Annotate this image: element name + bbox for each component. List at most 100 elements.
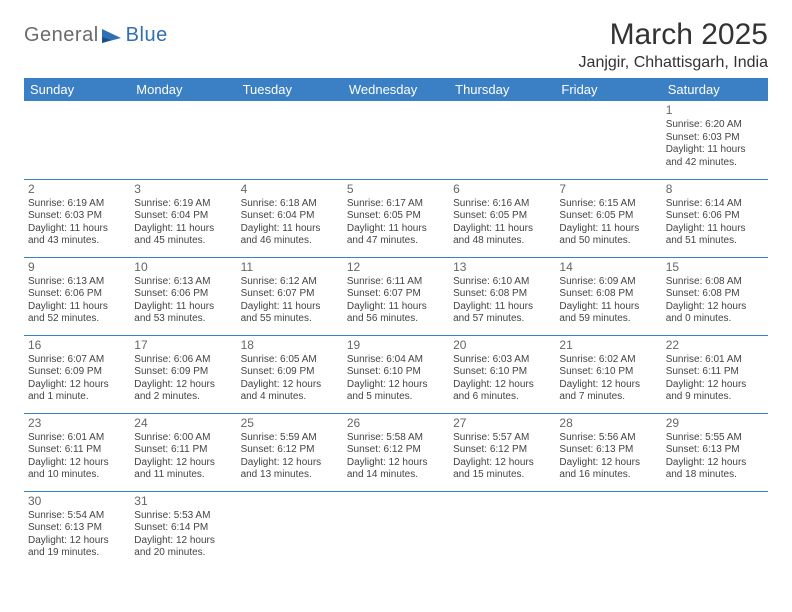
sunrise-text: Sunrise: 6:19 AM <box>134 198 232 211</box>
calendar-cell: 28Sunrise: 5:56 AMSunset: 6:13 PMDayligh… <box>555 413 661 491</box>
sunrise-text: Sunrise: 6:16 AM <box>453 198 551 211</box>
day-number: 17 <box>134 338 232 353</box>
calendar-cell: 24Sunrise: 6:00 AMSunset: 6:11 PMDayligh… <box>130 413 236 491</box>
sunset-text: Sunset: 6:04 PM <box>241 210 339 223</box>
calendar-cell: 5Sunrise: 6:17 AMSunset: 6:05 PMDaylight… <box>343 179 449 257</box>
sunset-text: Sunset: 6:09 PM <box>28 366 126 379</box>
sunrise-text: Sunrise: 6:04 AM <box>347 354 445 367</box>
calendar-cell: 10Sunrise: 6:13 AMSunset: 6:06 PMDayligh… <box>130 257 236 335</box>
day-number: 25 <box>241 416 339 431</box>
calendar-table: SundayMondayTuesdayWednesdayThursdayFrid… <box>24 78 768 569</box>
daylight-text: Daylight: 12 hours and 4 minutes. <box>241 379 339 404</box>
sunset-text: Sunset: 6:12 PM <box>241 444 339 457</box>
location: Janjgir, Chhattisgarh, India <box>579 54 768 72</box>
daylight-text: Daylight: 12 hours and 10 minutes. <box>28 457 126 482</box>
day-number: 13 <box>453 260 551 275</box>
sunrise-text: Sunrise: 6:17 AM <box>347 198 445 211</box>
daylight-text: Daylight: 11 hours and 50 minutes. <box>559 223 657 248</box>
daylight-text: Daylight: 11 hours and 48 minutes. <box>453 223 551 248</box>
day-number: 15 <box>666 260 764 275</box>
sunset-text: Sunset: 6:11 PM <box>134 444 232 457</box>
calendar-cell: 30Sunrise: 5:54 AMSunset: 6:13 PMDayligh… <box>24 491 130 569</box>
day-number: 29 <box>666 416 764 431</box>
sunset-text: Sunset: 6:06 PM <box>666 210 764 223</box>
day-header: Tuesday <box>237 78 343 101</box>
sunrise-text: Sunrise: 6:03 AM <box>453 354 551 367</box>
calendar-cell: 26Sunrise: 5:58 AMSunset: 6:12 PMDayligh… <box>343 413 449 491</box>
sunrise-text: Sunrise: 5:55 AM <box>666 432 764 445</box>
calendar-cell <box>237 491 343 569</box>
sunrise-text: Sunrise: 5:58 AM <box>347 432 445 445</box>
day-number: 22 <box>666 338 764 353</box>
title-block: March 2025 Janjgir, Chhattisgarh, India <box>579 18 768 72</box>
day-number: 27 <box>453 416 551 431</box>
calendar-cell: 4Sunrise: 6:18 AMSunset: 6:04 PMDaylight… <box>237 179 343 257</box>
calendar-cell: 23Sunrise: 6:01 AMSunset: 6:11 PMDayligh… <box>24 413 130 491</box>
daylight-text: Daylight: 11 hours and 57 minutes. <box>453 301 551 326</box>
logo-text-b: Blue <box>126 24 168 47</box>
calendar-cell <box>343 101 449 179</box>
day-number: 26 <box>347 416 445 431</box>
calendar-cell: 13Sunrise: 6:10 AMSunset: 6:08 PMDayligh… <box>449 257 555 335</box>
daylight-text: Daylight: 11 hours and 46 minutes. <box>241 223 339 248</box>
calendar-body: 1Sunrise: 6:20 AMSunset: 6:03 PMDaylight… <box>24 101 768 569</box>
day-header: Monday <box>130 78 236 101</box>
sunrise-text: Sunrise: 5:56 AM <box>559 432 657 445</box>
sunrise-text: Sunrise: 5:59 AM <box>241 432 339 445</box>
daylight-text: Daylight: 12 hours and 5 minutes. <box>347 379 445 404</box>
sunrise-text: Sunrise: 6:11 AM <box>347 276 445 289</box>
calendar-cell: 16Sunrise: 6:07 AMSunset: 6:09 PMDayligh… <box>24 335 130 413</box>
calendar-cell <box>449 491 555 569</box>
day-number: 8 <box>666 182 764 197</box>
sunrise-text: Sunrise: 6:08 AM <box>666 276 764 289</box>
calendar-cell: 29Sunrise: 5:55 AMSunset: 6:13 PMDayligh… <box>662 413 768 491</box>
sunset-text: Sunset: 6:10 PM <box>347 366 445 379</box>
calendar-cell <box>555 491 661 569</box>
sunset-text: Sunset: 6:09 PM <box>134 366 232 379</box>
month-title: March 2025 <box>579 18 768 52</box>
daylight-text: Daylight: 11 hours and 56 minutes. <box>347 301 445 326</box>
sunset-text: Sunset: 6:14 PM <box>134 522 232 535</box>
daylight-text: Daylight: 12 hours and 11 minutes. <box>134 457 232 482</box>
sunset-text: Sunset: 6:09 PM <box>241 366 339 379</box>
daylight-text: Daylight: 11 hours and 52 minutes. <box>28 301 126 326</box>
sunrise-text: Sunrise: 6:19 AM <box>28 198 126 211</box>
calendar-cell <box>449 101 555 179</box>
day-number: 4 <box>241 182 339 197</box>
daylight-text: Daylight: 12 hours and 7 minutes. <box>559 379 657 404</box>
calendar-cell: 19Sunrise: 6:04 AMSunset: 6:10 PMDayligh… <box>343 335 449 413</box>
daylight-text: Daylight: 11 hours and 45 minutes. <box>134 223 232 248</box>
day-header: Sunday <box>24 78 130 101</box>
day-number: 31 <box>134 494 232 509</box>
sunset-text: Sunset: 6:12 PM <box>347 444 445 457</box>
day-number: 3 <box>134 182 232 197</box>
logo-text-a: General <box>24 24 99 47</box>
sunrise-text: Sunrise: 6:20 AM <box>666 119 764 132</box>
calendar-cell: 21Sunrise: 6:02 AMSunset: 6:10 PMDayligh… <box>555 335 661 413</box>
sunrise-text: Sunrise: 6:10 AM <box>453 276 551 289</box>
day-number: 23 <box>28 416 126 431</box>
sunrise-text: Sunrise: 6:12 AM <box>241 276 339 289</box>
sunrise-text: Sunrise: 6:14 AM <box>666 198 764 211</box>
daylight-text: Daylight: 11 hours and 47 minutes. <box>347 223 445 248</box>
calendar-cell: 9Sunrise: 6:13 AMSunset: 6:06 PMDaylight… <box>24 257 130 335</box>
sunrise-text: Sunrise: 6:06 AM <box>134 354 232 367</box>
calendar-cell: 8Sunrise: 6:14 AMSunset: 6:06 PMDaylight… <box>662 179 768 257</box>
daylight-text: Daylight: 12 hours and 6 minutes. <box>453 379 551 404</box>
day-header: Wednesday <box>343 78 449 101</box>
sunset-text: Sunset: 6:04 PM <box>134 210 232 223</box>
day-number: 10 <box>134 260 232 275</box>
calendar-cell: 15Sunrise: 6:08 AMSunset: 6:08 PMDayligh… <box>662 257 768 335</box>
sunrise-text: Sunrise: 6:00 AM <box>134 432 232 445</box>
sunset-text: Sunset: 6:12 PM <box>453 444 551 457</box>
calendar-cell: 31Sunrise: 5:53 AMSunset: 6:14 PMDayligh… <box>130 491 236 569</box>
calendar-cell <box>662 491 768 569</box>
sunrise-text: Sunrise: 6:13 AM <box>134 276 232 289</box>
day-number: 21 <box>559 338 657 353</box>
calendar-head: SundayMondayTuesdayWednesdayThursdayFrid… <box>24 78 768 101</box>
sunset-text: Sunset: 6:08 PM <box>559 288 657 301</box>
sunset-text: Sunset: 6:03 PM <box>28 210 126 223</box>
calendar-cell: 20Sunrise: 6:03 AMSunset: 6:10 PMDayligh… <box>449 335 555 413</box>
day-number: 2 <box>28 182 126 197</box>
daylight-text: Daylight: 12 hours and 9 minutes. <box>666 379 764 404</box>
